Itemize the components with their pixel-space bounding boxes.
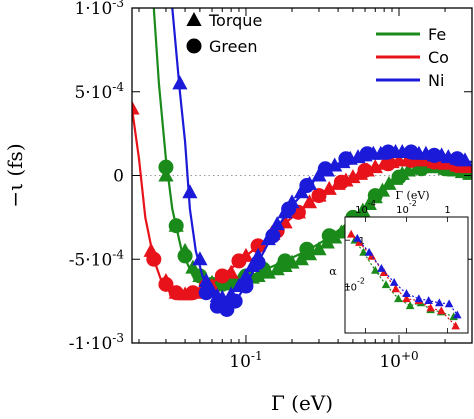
line-co	[132, 108, 472, 298]
y-tick-label: 1·10-3	[74, 0, 124, 19]
legend-series-label: Co	[428, 48, 449, 67]
inset-y-tick-label: 10-2	[344, 277, 365, 294]
inset-point-co	[391, 284, 401, 293]
legend-method-label: Green	[209, 37, 257, 56]
inset-point-fe	[394, 294, 403, 303]
inset-point-co	[451, 321, 460, 330]
inset-point-co	[437, 306, 446, 315]
inset-x-tick-label: 1	[444, 205, 450, 216]
point-torque-fe	[177, 242, 193, 257]
inset-point-fe	[359, 247, 368, 256]
point-torque-ni	[223, 286, 239, 301]
point-torque-ni	[277, 204, 293, 219]
y-tick-label: 5·10-4	[74, 80, 124, 103]
point-torque-ni	[284, 194, 300, 209]
inset-point-ni	[414, 294, 424, 303]
point-torque-ni	[457, 152, 472, 167]
point-torque-fe	[381, 175, 397, 190]
inset-point-ni	[353, 233, 362, 242]
inset-x-axis-label: Γ (eV)	[395, 189, 429, 202]
legend-series-label: Ni	[428, 71, 444, 90]
inset-line-co	[350, 233, 457, 327]
point-torque-fe	[301, 246, 318, 261]
point-torque-fe	[387, 170, 404, 185]
point-torque-fe	[327, 229, 343, 244]
point-torque-ni	[192, 251, 208, 266]
legend-series-label: Fe	[428, 25, 446, 44]
series-layer	[132, 8, 472, 317]
inset-point-co	[355, 237, 364, 246]
point-torque-ni	[440, 149, 456, 164]
inset-line-fe	[354, 239, 454, 318]
point-torque-ni	[301, 175, 318, 190]
legend-method-label: Torque	[208, 11, 262, 30]
point-torque-ni	[311, 167, 327, 182]
point-torque-ni	[250, 247, 266, 262]
inset-point-co	[426, 303, 435, 312]
inset-point-ni	[389, 278, 399, 286]
point-torque-fe	[319, 234, 335, 249]
series-co	[132, 100, 472, 301]
point-torque-co	[301, 194, 318, 209]
point-torque-fe	[293, 251, 309, 266]
legend-torque-marker	[186, 12, 202, 26]
inset-x-tick-label: 10-2	[396, 199, 417, 216]
x-tick-label: 10-1	[229, 349, 262, 372]
point-torque-co	[223, 264, 239, 279]
method-legend: Torque Green	[186, 11, 262, 56]
point-torque-ni	[198, 273, 214, 288]
inset-point-ni	[364, 247, 374, 256]
inset-point-ni	[377, 264, 386, 272]
inset-y-tick-label: 1	[359, 236, 365, 247]
main-plot: 1·10-3 5·10-4 0 -5·10-4 -1·10-3 10-1 10+0 Γ (eV…	[3, 0, 473, 415]
inset-line-ni	[356, 238, 458, 316]
line-ni	[171, 8, 472, 308]
inset-point-co	[402, 294, 411, 303]
point-torque-co	[132, 100, 140, 115]
inset-point-ni	[444, 299, 454, 308]
y-axis-label: −ι (fs)	[3, 143, 27, 207]
point-torque-ni	[260, 231, 276, 246]
inset-y-axis-label: α	[329, 265, 337, 278]
inset-x-tick-label: 10-4	[355, 199, 376, 216]
line-fe	[152, 8, 472, 288]
inset-point-ni	[402, 289, 411, 297]
point-torque-fe	[158, 167, 174, 182]
series-legend: Fe Co Ni	[376, 25, 449, 90]
inset-point-ni	[435, 298, 444, 307]
point-torque-ni	[182, 184, 198, 199]
y-tick-label: -5·10-4	[69, 247, 125, 270]
series-ni	[171, 8, 472, 317]
point-torque-fe	[311, 241, 327, 256]
inset-point-ni	[453, 310, 462, 319]
inset-point-ni	[424, 296, 433, 304]
x-axis-label: Γ (eV)	[271, 391, 333, 415]
inset-point-fe	[381, 280, 391, 289]
point-torque-ni	[293, 184, 309, 199]
y-tick-label: 0	[113, 167, 124, 187]
inset-point-co	[346, 229, 356, 238]
y-tick-label: -1·10-3	[69, 331, 124, 354]
inset-point-fe	[405, 301, 415, 310]
x-tick-label: 10+0	[379, 349, 418, 372]
legend-green-marker	[186, 38, 202, 54]
point-torque-ni	[269, 216, 285, 231]
